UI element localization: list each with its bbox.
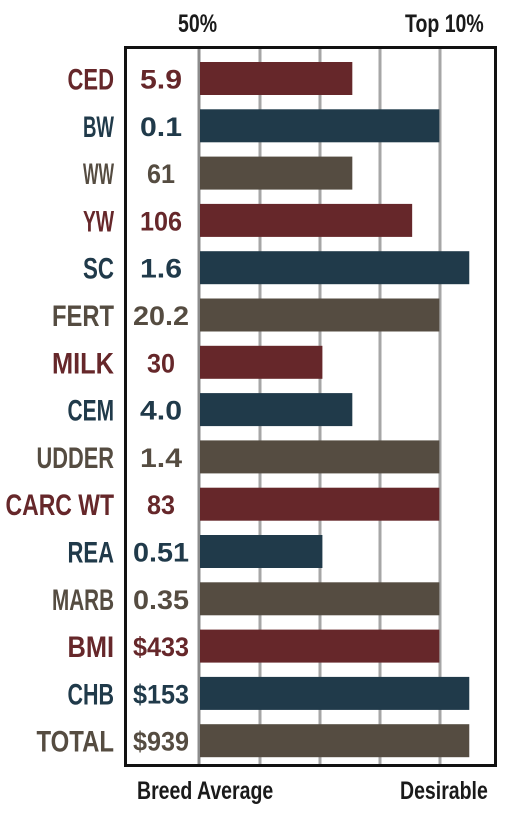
bar-ced — [200, 62, 353, 95]
value-label: 5.9 — [140, 65, 182, 95]
value-label: 0.1 — [140, 112, 182, 142]
value-label: 106 — [140, 206, 182, 236]
chart-frame — [124, 46, 497, 767]
bar-ww — [200, 156, 353, 190]
value-label: 83 — [147, 490, 175, 520]
category-label: CED — [68, 64, 115, 97]
value-label: 0.51 — [133, 538, 189, 568]
footer-right-label: Desirable — [400, 777, 488, 805]
category-label: UDDER — [37, 442, 115, 475]
bar-sc — [200, 251, 470, 285]
category-label: CEM — [68, 395, 115, 428]
value-label: 1.6 — [140, 254, 182, 284]
value-label: 20.2 — [133, 301, 189, 331]
category-label: MARB — [52, 584, 114, 617]
value-label: $939 — [133, 727, 189, 757]
bar-rea — [200, 535, 323, 568]
category-label: FERT — [52, 300, 114, 333]
bar-marb — [200, 582, 440, 616]
value-label: 30 — [147, 348, 175, 378]
category-label: SC — [83, 253, 114, 286]
category-label: WW — [83, 158, 114, 191]
footer-left-label: Breed Average — [137, 777, 274, 805]
category-label: CARC WT — [6, 489, 115, 522]
category-label: BMI — [68, 631, 115, 664]
value-label: 0.35 — [133, 585, 189, 615]
category-label: CHB — [68, 678, 115, 711]
value-label: $153 — [133, 679, 189, 709]
value-label: 4.0 — [140, 396, 182, 426]
bar-carc-wt — [200, 487, 440, 521]
bar-total — [200, 724, 470, 758]
bar-cem — [200, 393, 353, 427]
header-left-label: 50% — [178, 10, 218, 38]
category-label: YW — [83, 205, 114, 238]
bar-chb — [200, 676, 470, 710]
bar-udder — [200, 440, 440, 474]
bar-fert — [200, 298, 440, 332]
bar-milk — [200, 345, 323, 379]
value-label: 61 — [147, 159, 175, 189]
category-label: MILK — [52, 347, 114, 380]
bar-bmi — [200, 629, 440, 663]
header-right-label: Top 10% — [405, 10, 484, 38]
category-label: TOTAL — [37, 726, 115, 759]
value-label: 1.4 — [140, 443, 182, 473]
category-label: BW — [83, 111, 114, 144]
bar-yw — [200, 203, 413, 237]
category-label: REA — [68, 537, 115, 570]
bar-bw — [200, 109, 440, 143]
value-label: $433 — [133, 632, 189, 662]
